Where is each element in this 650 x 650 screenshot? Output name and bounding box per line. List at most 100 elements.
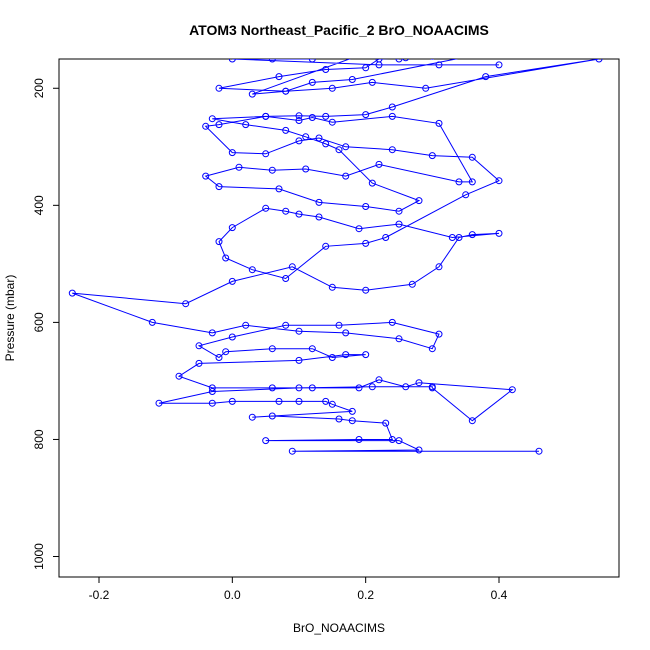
y-tick-label: 1000 [32,543,46,570]
data-point [355,384,363,392]
data-point [295,117,303,124]
data-point [322,140,330,148]
data-point [268,345,276,353]
data-point [455,178,463,186]
data-point [422,84,430,92]
data-point [275,185,283,193]
data-point [415,379,423,387]
data-point [215,238,223,246]
data-point [348,407,356,415]
data-point [375,376,383,384]
data-point [308,78,316,86]
data-point [322,397,330,405]
data-point [228,333,236,341]
data-point [362,351,370,359]
data-point [415,446,423,454]
data-point [348,417,356,425]
y-tick-label: 800 [32,429,46,449]
data-point [268,384,276,392]
data-point [175,372,183,380]
x-tick-label: 0.0 [224,588,241,602]
data-point [342,172,350,180]
data-point [395,437,403,445]
data-point [208,384,216,392]
data-point [308,114,316,121]
data-point [362,64,370,72]
data-point [202,172,210,180]
data-point [262,204,270,212]
data-point [268,412,276,420]
data-point [262,112,270,120]
data-point [282,207,290,215]
data-point [435,263,443,271]
data-point [248,266,256,274]
data-point [382,419,390,427]
data-point [355,225,363,233]
plot-frame [58,58,620,578]
data-point [235,163,243,171]
x-axis: -0.2 0.0 0.2 0.4 [89,577,508,602]
data-point [262,437,270,445]
data-point [282,126,290,134]
data-point [328,400,336,408]
data-point [482,73,490,81]
data-point [355,436,363,443]
data-point [282,321,290,329]
data-point [455,234,463,241]
data-point [348,76,356,83]
data-point [328,283,336,291]
data-point [395,59,403,63]
data-point [315,134,323,142]
data-point [295,112,303,120]
data-point [302,133,310,141]
data-point [595,59,603,63]
data-point [195,342,203,350]
data-point [388,436,396,443]
data-point [68,289,76,297]
data-point [215,354,223,361]
data-point [468,153,476,161]
data-point [288,447,296,455]
data-point [248,90,256,98]
data-point [222,254,230,262]
data-point [275,397,283,405]
data-point [363,50,369,56]
data-point [222,348,230,356]
data-point [468,417,476,425]
data-point [228,149,236,157]
data-point [428,152,436,160]
y-axis-label: Pressure (mbar) [3,275,17,362]
data-point [308,59,316,63]
data-point [315,213,323,221]
data-point [408,280,416,288]
data-point [308,384,316,392]
data-point [468,178,476,186]
chart-title: ATOM3 Northeast_Pacific_2 BrO_NOAACIMS [189,22,489,38]
data-point [388,318,396,326]
data-point [335,146,343,154]
data-point [368,383,376,391]
data-point [208,329,216,337]
data-point [155,399,163,407]
data-point [195,359,203,367]
x-tick-label: -0.2 [89,588,110,602]
data-point [295,397,303,405]
data-point [362,111,370,119]
data-point [262,150,270,158]
x-tick-label: 0.4 [491,588,508,602]
data-point [295,356,303,364]
data-point [315,198,323,206]
data-point [448,234,456,241]
data-point [508,386,516,394]
data-point [328,354,336,361]
data-point [382,234,390,241]
data-point [268,59,276,63]
data-point [328,84,336,92]
data-point [275,73,283,81]
data-point [242,321,250,329]
data-point [228,397,236,405]
data-point [430,59,435,60]
data-point [342,329,350,337]
data-point [468,231,476,239]
